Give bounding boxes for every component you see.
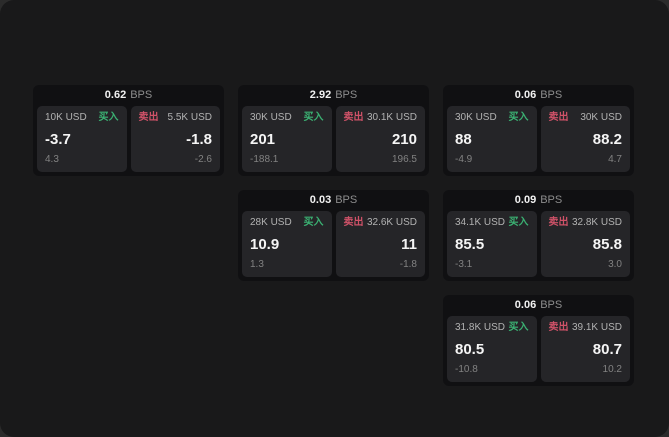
quote-panels: 30K USD 买入 201 -188.1 卖出 30.1K USD 210 1… xyxy=(242,106,425,172)
quote-card: 0.09 BPS 34.1K USD 买入 85.5 -3.1 卖出 32.8K… xyxy=(443,190,634,281)
buy-quote-tile[interactable]: 30K USD 买入 201 -188.1 xyxy=(242,106,332,172)
quote-card: 0.03 BPS 28K USD 买入 10.9 1.3 卖出 32.6K US… xyxy=(238,190,429,281)
sell-quote-tile[interactable]: 卖出 5.5K USD -1.8 -2.6 xyxy=(130,106,220,172)
quote-panels: 31.8K USD 买入 80.5 -10.8 卖出 39.1K USD 80.… xyxy=(447,316,630,382)
sell-quote-tile[interactable]: 卖出 32.6K USD 11 -1.8 xyxy=(335,211,425,277)
bps-value: 0.06 xyxy=(514,89,537,101)
bps-unit-label: BPS xyxy=(540,194,563,206)
quote-card: 0.62 BPS 10K USD 买入 -3.7 4.3 卖出 5.5K USD… xyxy=(33,85,224,176)
buy-sub-value: 1.3 xyxy=(250,259,264,270)
buy-quote-tile[interactable]: 10K USD 买入 -3.7 4.3 xyxy=(37,106,127,172)
bps-value: 2.92 xyxy=(309,89,332,101)
buy-quote-tile[interactable]: 30K USD 买入 88 -4.9 xyxy=(447,106,537,172)
bps-header: 2.92 BPS xyxy=(242,85,425,106)
sell-quote-tile[interactable]: 卖出 39.1K USD 80.7 10.2 xyxy=(540,316,630,382)
quote-card: 0.06 BPS 30K USD 买入 88 -4.9 卖出 30K USD 8… xyxy=(443,85,634,176)
bps-header: 0.06 BPS xyxy=(447,85,630,106)
sell-size-label: 39.1K USD xyxy=(571,322,622,333)
buy-sub-value: -10.8 xyxy=(455,364,478,375)
buy-size-label: 30K USD xyxy=(250,112,292,123)
buy-size-label: 10K USD xyxy=(45,112,87,123)
quote-panels: 30K USD 买入 88 -4.9 卖出 30K USD 88.2 4.7 xyxy=(447,106,630,172)
sell-side-label: 卖出 xyxy=(138,112,159,123)
buy-price: 80.5 xyxy=(455,340,485,358)
buy-size-label: 28K USD xyxy=(250,217,292,228)
buy-side-label: 买入 xyxy=(508,112,529,123)
buy-size-label: 30K USD xyxy=(455,112,497,123)
bps-header: 0.62 BPS xyxy=(37,85,220,106)
bps-unit-label: BPS xyxy=(335,194,358,206)
sell-size-label: 5.5K USD xyxy=(167,112,212,123)
buy-quote-tile[interactable]: 28K USD 买入 10.9 1.3 xyxy=(242,211,332,277)
sell-price: 85.8 xyxy=(592,235,622,253)
sell-price: 11 xyxy=(401,235,417,253)
bps-unit-label: BPS xyxy=(540,299,563,311)
buy-sub-value: 4.3 xyxy=(45,154,59,165)
sell-side-label: 卖出 xyxy=(548,112,569,123)
buy-price: 201 xyxy=(250,130,276,148)
sell-price: -1.8 xyxy=(186,130,212,148)
sell-quote-tile[interactable]: 卖出 32.8K USD 85.8 3.0 xyxy=(540,211,630,277)
sell-size-label: 30.1K USD xyxy=(366,112,417,123)
sell-size-label: 32.6K USD xyxy=(366,217,417,228)
quote-panels: 28K USD 买入 10.9 1.3 卖出 32.6K USD 11 -1.8 xyxy=(242,211,425,277)
bps-unit-label: BPS xyxy=(335,89,358,101)
sell-side-label: 卖出 xyxy=(548,322,569,333)
buy-price: 10.9 xyxy=(250,235,280,253)
bps-value: 0.09 xyxy=(514,194,537,206)
sell-size-label: 32.8K USD xyxy=(571,217,622,228)
sell-sub-value: 3.0 xyxy=(608,259,622,270)
buy-side-label: 买入 xyxy=(508,322,529,333)
buy-size-label: 34.1K USD xyxy=(455,217,506,228)
buy-side-label: 买入 xyxy=(303,112,324,123)
buy-price: 88 xyxy=(455,130,472,148)
buy-size-label: 31.8K USD xyxy=(455,322,506,333)
sell-side-label: 卖出 xyxy=(343,112,364,123)
sell-quote-tile[interactable]: 卖出 30K USD 88.2 4.7 xyxy=(540,106,630,172)
quote-card: 2.92 BPS 30K USD 买入 201 -188.1 卖出 30.1K … xyxy=(238,85,429,176)
bps-unit-label: BPS xyxy=(130,89,153,101)
buy-sub-value: -3.1 xyxy=(455,259,473,270)
buy-side-label: 买入 xyxy=(98,112,119,123)
buy-price: -3.7 xyxy=(45,130,71,148)
buy-side-label: 买入 xyxy=(508,217,529,228)
quote-card: 0.06 BPS 31.8K USD 买入 80.5 -10.8 卖出 39.1… xyxy=(443,295,634,386)
sell-sub-value: 4.7 xyxy=(608,154,622,165)
bps-header: 0.03 BPS xyxy=(242,190,425,211)
sell-price: 88.2 xyxy=(592,130,622,148)
sell-sub-value: -1.8 xyxy=(399,259,417,270)
sell-price: 210 xyxy=(391,130,417,148)
sell-quote-tile[interactable]: 卖出 30.1K USD 210 196.5 xyxy=(335,106,425,172)
quote-panels: 10K USD 买入 -3.7 4.3 卖出 5.5K USD -1.8 -2.… xyxy=(37,106,220,172)
sell-side-label: 卖出 xyxy=(548,217,569,228)
bps-value: 0.06 xyxy=(514,299,537,311)
bps-header: 0.09 BPS xyxy=(447,190,630,211)
buy-quote-tile[interactable]: 31.8K USD 买入 80.5 -10.8 xyxy=(447,316,537,382)
buy-price: 85.5 xyxy=(455,235,485,253)
quote-panels: 34.1K USD 买入 85.5 -3.1 卖出 32.8K USD 85.8… xyxy=(447,211,630,277)
buy-side-label: 买入 xyxy=(303,217,324,228)
sell-sub-value: -2.6 xyxy=(194,154,212,165)
buy-sub-value: -188.1 xyxy=(250,154,279,165)
sell-sub-value: 196.5 xyxy=(391,154,417,165)
sell-price: 80.7 xyxy=(592,340,622,358)
bps-unit-label: BPS xyxy=(540,89,563,101)
buy-sub-value: -4.9 xyxy=(455,154,473,165)
sell-sub-value: 10.2 xyxy=(602,364,622,375)
sell-size-label: 30K USD xyxy=(580,112,622,123)
bps-value: 0.62 xyxy=(104,89,127,101)
sell-side-label: 卖出 xyxy=(343,217,364,228)
bps-header: 0.06 BPS xyxy=(447,295,630,316)
buy-quote-tile[interactable]: 34.1K USD 买入 85.5 -3.1 xyxy=(447,211,537,277)
bps-value: 0.03 xyxy=(309,194,332,206)
